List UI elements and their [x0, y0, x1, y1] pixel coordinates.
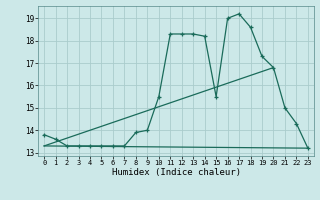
X-axis label: Humidex (Indice chaleur): Humidex (Indice chaleur): [111, 168, 241, 177]
